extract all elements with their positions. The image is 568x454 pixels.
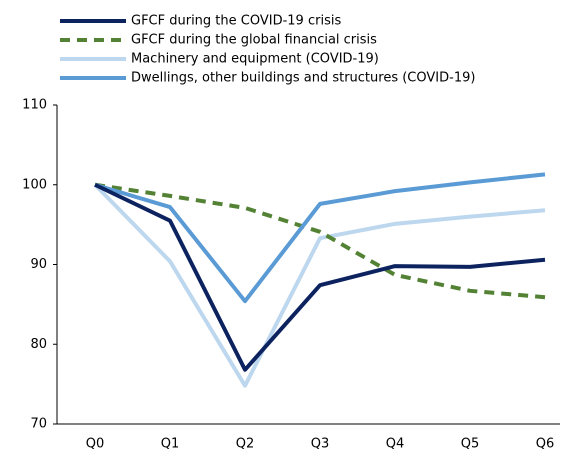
series-line (93, 183, 546, 388)
x-tick-label: Q4 (386, 437, 405, 452)
x-tick-label: Q2 (236, 437, 255, 452)
legend-label: Dwellings, other buildings and structure… (131, 71, 475, 86)
legend-label: GFCF during the global financial crisis (131, 33, 377, 48)
y-tick-label: 110 (22, 98, 47, 113)
x-tick-label: Q0 (86, 437, 105, 452)
x-tick-label: Q5 (461, 437, 480, 452)
legend-label: GFCF during the COVID-19 crisis (131, 14, 341, 29)
series-line (94, 172, 546, 304)
y-tick-label: 70 (30, 417, 47, 432)
x-tick-label: Q1 (161, 437, 180, 452)
legend-label: Machinery and equipment (COVID-19) (131, 52, 379, 67)
series-line (94, 182, 546, 372)
y-tick-label: 80 (30, 337, 47, 352)
y-tick-label: 90 (30, 257, 47, 272)
x-tick-label: Q6 (536, 437, 555, 452)
x-tick-label: Q3 (311, 437, 330, 452)
series-line (94, 182, 546, 300)
y-tick-label: 100 (22, 177, 47, 192)
